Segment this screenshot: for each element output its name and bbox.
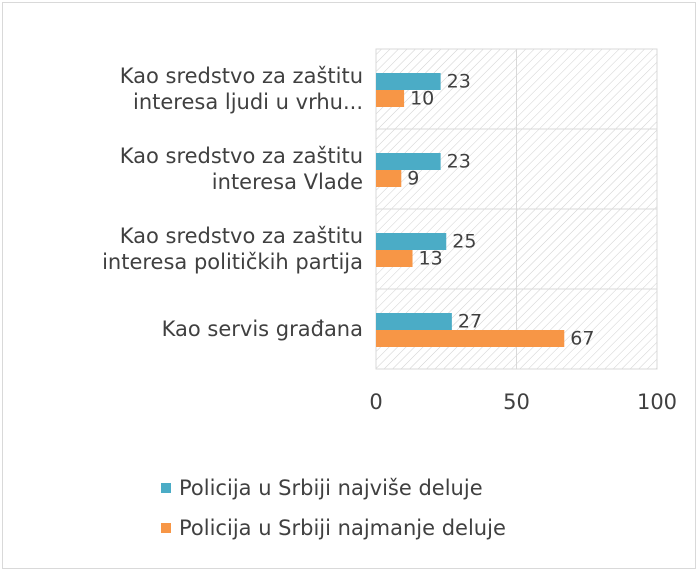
x-tick-label-1: 50 [503,390,530,414]
legend-label-series-2: Policija u Srbiji najmanje deluje [179,516,506,540]
bar-series-1-cat-4 [376,313,452,330]
tick-labels: 0 50 100 [369,390,677,414]
x-tick-label-2: 100 [637,390,677,414]
category-label-1-line-2: interesa ljudi u vrhu... [133,90,363,114]
data-label-series-2-cat-3: 13 [419,248,443,270]
data-label-series-1-cat-3: 25 [452,231,476,253]
legend-swatch-series-1 [161,483,171,493]
bar-series-2-cat-2 [376,170,402,187]
bar-series-2-cat-3 [376,250,413,267]
data-labels: 23 10 23 9 25 13 27 67 [407,71,594,350]
category-label-4-line-1: Kao servis građana [162,317,363,341]
legend-label-series-1: Policija u Srbiji najviše deluje [179,476,483,500]
category-separators [376,128,657,290]
data-label-series-2-cat-2: 9 [407,168,419,190]
x-tick-label-0: 0 [369,390,382,414]
data-label-series-2-cat-1: 10 [410,88,434,110]
category-label-2-line-1: Kao sredstvo za zaštitu [120,144,363,168]
data-label-series-1-cat-4: 27 [458,311,482,333]
data-label-series-2-cat-4: 67 [570,328,594,350]
bar-series-2-cat-1 [376,90,405,107]
bar-series-1-cat-2 [376,153,441,170]
category-label-3-line-1: Kao sredstvo za zaštitu [120,224,363,248]
legend-item-series-1: Policija u Srbiji najviše deluje [161,468,506,508]
legend-item-series-2: Policija u Srbiji najmanje deluje [161,508,506,548]
bars [376,73,565,347]
legend: Policija u Srbiji najviše deluje Policij… [161,468,506,548]
bar-series-2-cat-4 [376,330,565,347]
data-label-series-1-cat-1: 23 [447,71,471,93]
data-label-series-1-cat-2: 23 [447,151,471,173]
legend-swatch-series-2 [161,523,171,533]
category-label-1-line-1: Kao sredstvo za zaštitu [120,64,363,88]
bar-series-1-cat-3 [376,233,447,250]
category-label-3-line-2: interesa političkih partija [102,250,363,274]
category-label-2-line-2: interesa Vlade [212,170,363,194]
bar-series-1-cat-1 [376,73,441,90]
